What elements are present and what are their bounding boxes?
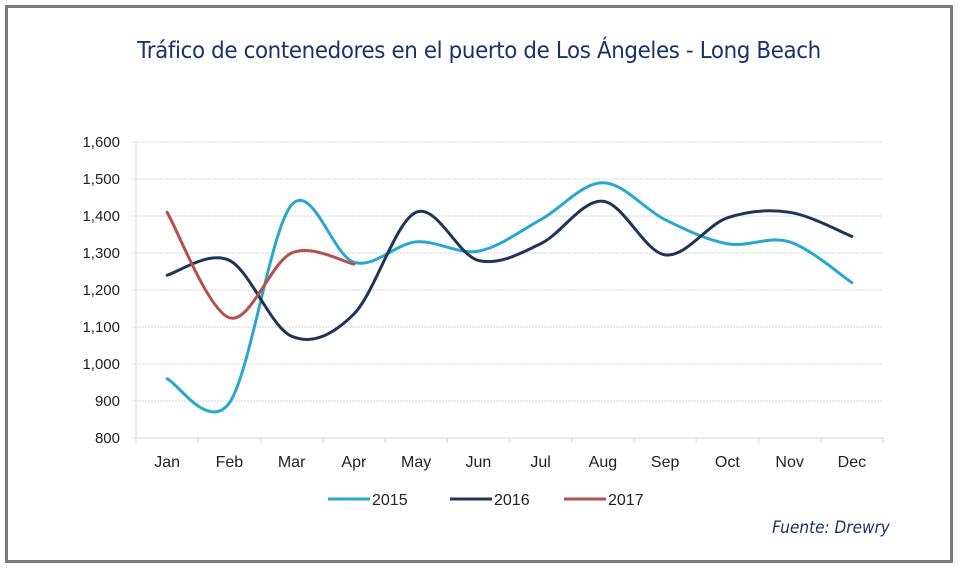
- legend-label-2017: 2017: [608, 492, 644, 509]
- x-tick-label: Jan: [154, 454, 180, 471]
- y-tick-label: 1,200: [82, 282, 120, 299]
- gridlines: [136, 141, 883, 402]
- y-tick-label: 800: [95, 430, 120, 447]
- y-tick-label: 900: [95, 393, 120, 410]
- x-tick-label: Sep: [651, 454, 680, 471]
- legend-label-2016: 2016: [494, 492, 530, 509]
- y-tick-label: 1,100: [82, 319, 120, 336]
- x-tick-label: Aug: [589, 454, 617, 471]
- x-tick-label: Jul: [530, 454, 550, 471]
- x-tick-label: Apr: [341, 454, 367, 471]
- x-tick-label: Jun: [465, 454, 491, 471]
- y-tick-label: 1,600: [82, 134, 120, 151]
- x-tick-label: Oct: [715, 454, 740, 471]
- x-tick-label: Dec: [838, 454, 866, 471]
- y-axis-ticks: 800 900 1,000 1,100 1,200 1,300 1,400 1,500 1,60…: [82, 134, 120, 447]
- x-tick-label: Mar: [278, 454, 306, 471]
- series-lines: [165, 181, 854, 414]
- y-tick-label: 1,500: [82, 171, 120, 188]
- series-line-2017: [165, 210, 356, 320]
- x-tick-label: Feb: [216, 454, 244, 471]
- x-axis-ticks: Jan Feb Mar Apr May Jun Jul Aug Sep Oct Nov Dec: [154, 454, 866, 471]
- y-tick-label: 1,000: [82, 356, 120, 373]
- x-tick-label: May: [401, 454, 431, 471]
- series-line-2015: [165, 181, 854, 414]
- chart-title: Tráfico de contenedores en el puerto de …: [137, 38, 821, 64]
- source-note: Fuente: Drewry: [772, 518, 890, 538]
- y-tick-label: 1,400: [82, 208, 120, 225]
- series-line-2016: [165, 199, 854, 341]
- legend: 2015 2016 2017: [328, 492, 644, 509]
- axes: [132, 141, 884, 443]
- y-tick-label: 1,300: [82, 245, 120, 262]
- x-tick-label: Nov: [775, 454, 803, 471]
- legend-label-2015: 2015: [372, 492, 408, 509]
- chart-frame: [5, 5, 953, 563]
